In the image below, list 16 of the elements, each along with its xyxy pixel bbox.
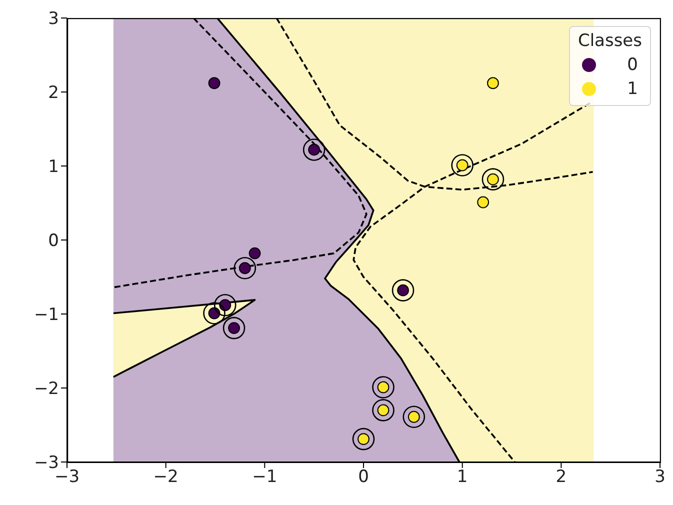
x-tick-label: 2 [556, 467, 567, 488]
x-tick-label: −1 [252, 467, 278, 488]
y-tick-label: −2 [34, 379, 59, 400]
x-tick-label: −2 [153, 467, 178, 488]
x-tick-label: 0 [358, 467, 369, 488]
y-tick-label: 0 [48, 231, 59, 252]
x-tick-label: 1 [456, 467, 468, 488]
y-tick-label: −3 [34, 453, 59, 474]
y-tick-label: −1 [34, 305, 59, 326]
y-tick-label: 1 [48, 157, 59, 178]
legend-label: 1 [627, 79, 638, 99]
y-tick-label: 3 [48, 9, 59, 30]
legend-title: Classes [578, 31, 642, 51]
legend-label: 0 [627, 55, 638, 75]
x-tick-label: 3 [654, 467, 666, 488]
y-tick-label: 2 [48, 83, 59, 104]
